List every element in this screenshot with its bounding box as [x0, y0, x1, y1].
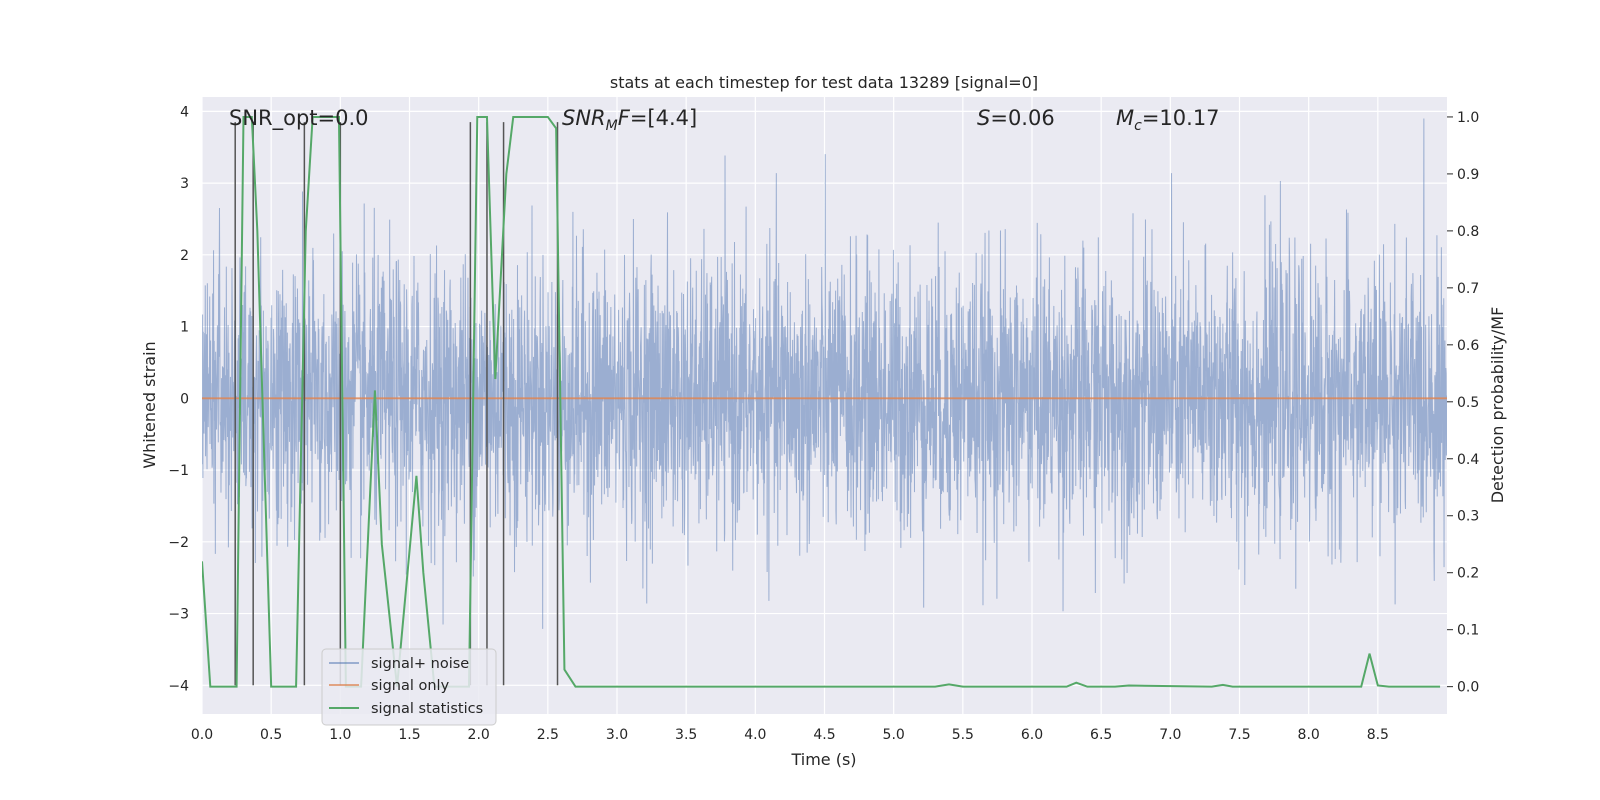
y-left-tick-label: −3	[168, 607, 189, 623]
x-tick-labels: 0.0 0.5 1.0 1.5 2.0 2.5 3.0 3.5 4.0 4.5 5.0 5.5 6.0 6…	[191, 727, 1389, 743]
y-right-tick-label: 0.6	[1457, 338, 1479, 354]
series-signal-statistics	[202, 115, 1441, 688]
x-tick-label: 4.0	[744, 727, 766, 743]
x-tick-label: 5.0	[883, 727, 905, 743]
y-right-tick-label: 0.8	[1457, 224, 1479, 240]
y-right-tick-label: 0.0	[1457, 680, 1479, 696]
y-right-tick-label: 0.7	[1457, 281, 1479, 297]
x-tick-label: 5.5	[952, 727, 974, 743]
y-axis-label-right: Detection probability/MF	[1488, 307, 1507, 504]
y-right-tick-label: 0.5	[1457, 395, 1479, 411]
y-left-tick-label: 1	[180, 320, 189, 336]
x-tick-label: 8.5	[1367, 727, 1389, 743]
y-left-tick-label: 4	[180, 104, 189, 120]
annotation-s: S=0.06	[977, 106, 1055, 130]
x-tick-label: 0.0	[191, 727, 213, 743]
y-right-tick-label: 1.0	[1457, 110, 1479, 126]
noise-trace	[202, 118, 1447, 629]
x-tick-label: 7.0	[1159, 727, 1181, 743]
signal-statistics-line	[202, 115, 1441, 688]
x-tick-label: 3.5	[675, 727, 697, 743]
series-signal-noise	[202, 118, 1447, 629]
x-tick-label: 2.5	[537, 727, 559, 743]
y-right-tick-labels: 1.0 0.9 0.8 0.7 0.6 0.5 0.4 0.3 0.2 0.1 0.0	[1447, 110, 1479, 696]
x-tick-label: 6.0	[1021, 727, 1043, 743]
x-tick-label: 4.5	[813, 727, 835, 743]
y-left-tick-labels: 4 3 2 1 0 −1 −2 −3 −4	[168, 104, 189, 694]
x-tick-label: 2.0	[468, 727, 490, 743]
x-tick-label: 7.5	[1228, 727, 1250, 743]
annotation-snr-opt: SNR_opt=0.0	[229, 106, 369, 131]
annotation-mc: Mc=10.17	[1116, 106, 1220, 134]
x-tick-label: 3.0	[606, 727, 628, 743]
x-tick-label: 1.0	[329, 727, 351, 743]
annotation-snr-mf: SNRMF=[4.4]	[562, 106, 697, 134]
x-tick-label: 1.5	[398, 727, 420, 743]
x-tick-label: 0.5	[260, 727, 282, 743]
legend-label-signal-statistics: signal statistics	[371, 701, 483, 717]
y-right-tick-label: 0.1	[1457, 623, 1479, 639]
legend-box	[321, 648, 497, 726]
y-right-tick-label: 0.4	[1457, 452, 1479, 468]
y-left-tick-label: −4	[168, 678, 189, 694]
y-right-tick-label: 0.2	[1457, 566, 1479, 582]
legend: signal+ noise signal only signal statist…	[321, 648, 497, 726]
x-axis-label: Time (s)	[790, 750, 856, 769]
x-tick-label: 6.5	[1090, 727, 1112, 743]
y-right-tick-label: 0.3	[1457, 509, 1479, 525]
y-left-tick-label: −1	[168, 463, 189, 479]
y-left-tick-label: −2	[168, 535, 189, 551]
legend-label-signal-only: signal only	[371, 678, 450, 694]
y-left-tick-label: 0	[180, 391, 189, 407]
y-axis-label-left: Whitened strain	[140, 341, 159, 468]
y-left-tick-label: 2	[180, 248, 189, 264]
legend-label-signal-noise: signal+ noise	[371, 656, 469, 672]
chart-title: stats at each timestep for test data 132…	[610, 73, 1038, 92]
y-right-tick-label: 0.9	[1457, 167, 1479, 183]
y-left-tick-label: 3	[180, 176, 189, 192]
x-tick-label: 8.0	[1298, 727, 1320, 743]
